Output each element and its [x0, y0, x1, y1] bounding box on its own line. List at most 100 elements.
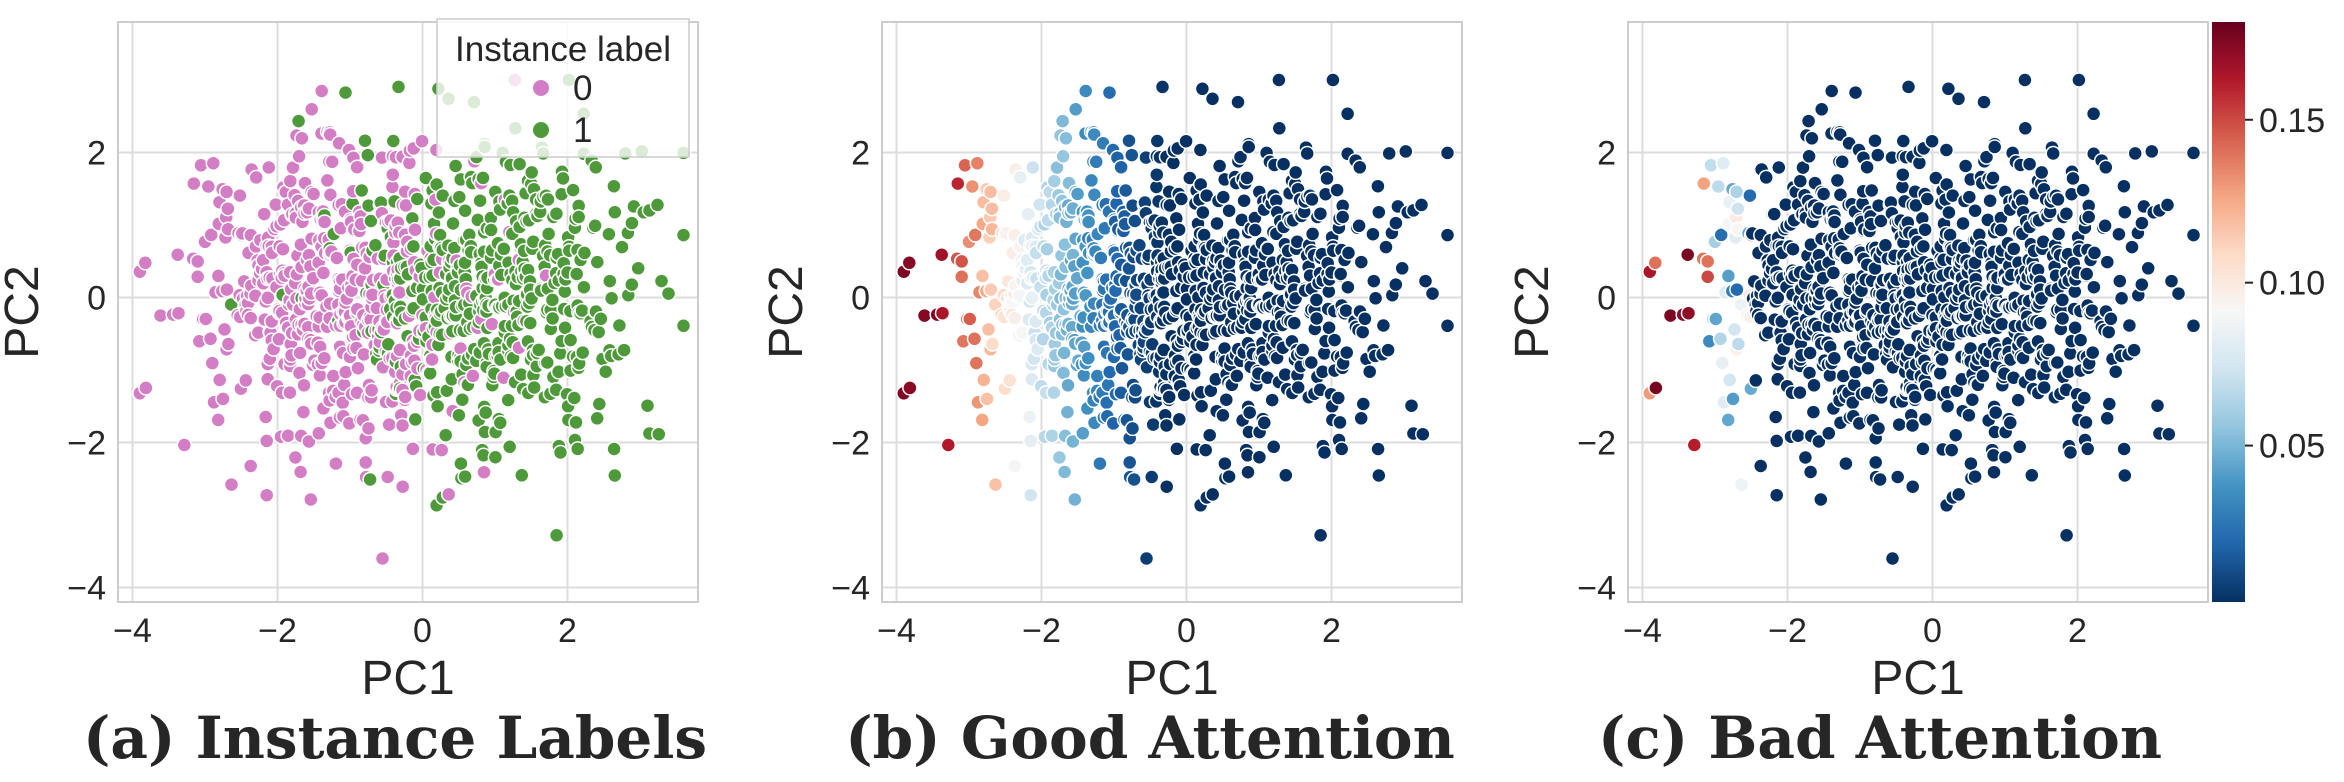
scatter-point: [1758, 169, 1774, 186]
scatter-point: [238, 372, 254, 389]
scatter-point: [1338, 344, 1355, 361]
scatter-point: [176, 437, 193, 453]
scatter-point: [1304, 226, 1321, 242]
scatter-point: [1715, 155, 1732, 171]
scatter-point: [1907, 389, 1923, 405]
scatter-point: [1192, 142, 1209, 158]
scatter-point: [349, 159, 365, 175]
scatter-point: [1813, 101, 1830, 118]
scatter-point: [1873, 382, 1890, 399]
scatter-point: [1802, 345, 1818, 361]
scatter-point: [1169, 441, 1185, 457]
scatter-point: [1790, 427, 1806, 444]
scatter-point: [1162, 197, 1178, 214]
scatter-point: [1230, 94, 1246, 110]
scatter-point: [1917, 411, 1934, 428]
scatter-point: [303, 101, 320, 118]
scatter-point: [1985, 170, 2001, 186]
scatter-point: [2006, 241, 2022, 257]
scatter-point: [1022, 487, 1039, 503]
scatter-point: [1714, 355, 1731, 371]
scatter-point: [1083, 172, 1100, 189]
scatter-point: [1239, 170, 1255, 186]
scatter-point: [1398, 143, 1414, 160]
colorbar-tick-label: 0.15: [2259, 102, 2325, 140]
scatter-point: [1768, 487, 1785, 503]
scatter-point: [1834, 154, 1850, 170]
scatter-point: [1117, 182, 1134, 199]
x-tick-label: −4: [113, 612, 152, 650]
scatter-point: [1256, 415, 1273, 431]
y-tick-label: −2: [1577, 425, 1616, 463]
scatter-point: [1934, 351, 1950, 368]
scatter-point: [1381, 145, 1397, 162]
scatter-point: [2113, 290, 2130, 307]
colorbar: 0.05 0.10 0.15: [2212, 22, 2325, 602]
scatter-point: [1352, 159, 1368, 176]
scatter-point: [220, 336, 237, 352]
scatter-point: [1039, 241, 1055, 257]
scatter-point: [1077, 83, 1094, 99]
scatter-point: [1950, 486, 1967, 503]
scatter-point: [205, 155, 222, 171]
scatter-point: [305, 186, 322, 202]
scatter-point: [1742, 187, 1758, 204]
scatter-point: [2078, 414, 2094, 431]
scatter-point: [1143, 469, 1160, 485]
scatter-point: [1215, 189, 1232, 205]
scatter-point: [1154, 79, 1171, 95]
scatter-point: [1287, 164, 1304, 181]
scatter-point: [1955, 215, 1971, 232]
scatter-point: [1124, 420, 1141, 437]
scatter-point: [1308, 292, 1325, 308]
legend-box: [436, 18, 690, 158]
scatter-point: [2049, 354, 2066, 371]
scatter-point: [1891, 416, 1907, 433]
scatter-point: [1872, 471, 1888, 488]
colorbar-tick-labels: 0.05 0.10 0.15: [2245, 102, 2325, 466]
scatter-point: [2126, 342, 2142, 358]
scatter-point: [1941, 204, 1957, 221]
scatter-point: [1976, 94, 1992, 110]
scatter-point: [1215, 407, 1231, 424]
scatter-point: [1124, 147, 1140, 163]
scatter-point: [1209, 215, 1225, 232]
scatter-point: [1967, 468, 1983, 485]
scatter-point: [1811, 433, 1827, 450]
scatter-point: [616, 342, 632, 358]
scatter-point: [1025, 159, 1041, 176]
scatter-point: [1286, 315, 1303, 331]
y-tick-label: 0: [1597, 280, 1616, 318]
scatter-point: [1771, 159, 1787, 176]
scatter-point: [1915, 441, 1931, 457]
scatter-point: [394, 417, 411, 434]
scatter-point: [1056, 345, 1072, 361]
scatter-point: [2127, 145, 2143, 162]
scatter-point: [2062, 444, 2079, 461]
scatter-point: [1802, 464, 1819, 480]
scatter-point: [576, 245, 593, 261]
scatter-point: [137, 255, 154, 271]
scatter-point: [476, 464, 492, 480]
scatter-point: [256, 206, 272, 222]
scatter-point: [496, 241, 512, 257]
scatter-point: [2075, 182, 2091, 198]
scatter-point: [198, 311, 214, 327]
scatter-point: [1986, 139, 2003, 155]
scatter-point: [1056, 464, 1073, 480]
scatter-point: [2116, 178, 2132, 194]
scatter-point: [2032, 315, 2049, 331]
scatter-point: [313, 83, 330, 99]
scatter-point: [1353, 254, 1370, 270]
scatter-point: [200, 178, 217, 195]
scatter-point: [675, 227, 692, 243]
scatter-point: [630, 260, 646, 277]
scatter-point: [2054, 310, 2071, 327]
scatter-point: [1924, 133, 1940, 149]
scatter-point: [1299, 145, 1315, 162]
scatter-point: [1193, 398, 1210, 414]
scatter-point: [1978, 149, 1995, 165]
scatter-point: [522, 315, 539, 331]
scatter-point: [1728, 184, 1745, 200]
scatter-point: [360, 420, 377, 437]
